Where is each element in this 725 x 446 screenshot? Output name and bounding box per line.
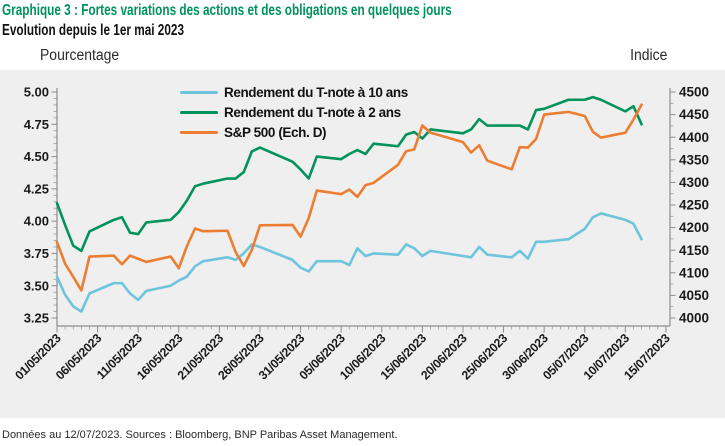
y-right-tick-label: 4200	[679, 220, 709, 235]
right-axis-caption: Indice	[629, 47, 667, 64]
y-right-tick-label: 4350	[679, 152, 709, 167]
line-t10	[55, 212, 643, 313]
legend-swatch-spx	[180, 130, 218, 135]
y-left-tick-label: 3.50	[24, 278, 49, 293]
y-right-tick-label: 4150	[679, 243, 709, 258]
y-right-tick-label: 4400	[679, 130, 709, 145]
plot-background	[0, 70, 725, 418]
y-right-tick-label: 4500	[679, 85, 709, 100]
y-right-tick-label: 4100	[679, 265, 709, 280]
y-left-tick-label: 3.75	[24, 246, 49, 261]
y-right-tick-label: 4300	[679, 175, 709, 190]
source-note: Données au 12/07/2023. Sources : Bloombe…	[0, 418, 725, 446]
legend-label-t2: Rendement du T-note à 2 ans	[224, 105, 401, 120]
y-right-tick-label: 4000	[679, 311, 709, 326]
legend-label-spx: S&P 500 (Ech. D)	[224, 125, 327, 140]
legend-label-t10: Rendement du T-note à 10 ans	[224, 85, 408, 100]
legend-row-spx: S&P 500 (Ech. D)	[180, 125, 408, 140]
y-left-tick-label: 5.00	[24, 85, 49, 100]
legend-swatch-t2	[180, 110, 218, 115]
legend-row-t10: Rendement du T-note à 10 ans	[180, 85, 408, 100]
y-left-tick-label: 4.50	[24, 149, 49, 164]
y-left-tick-label: 3.25	[24, 311, 49, 326]
legend-swatch-t10	[180, 90, 218, 95]
y-right-tick-label: 4450	[679, 107, 709, 122]
y-left-tick-label: 4.75	[24, 117, 49, 132]
y-right-tick-label: 4250	[679, 198, 709, 213]
y-right-tick-label: 4050	[679, 288, 709, 303]
y-left-tick-label: 4.25	[24, 181, 49, 196]
legend-row-t2: Rendement du T-note à 2 ans	[180, 105, 408, 120]
line-spx	[55, 103, 643, 292]
page-subtitle: Evolution depuis le 1er mai 2023	[2, 22, 185, 39]
page-title: Graphique 3 : Fortes variations des acti…	[2, 2, 452, 19]
legend: Rendement du T-note à 10 ans Rendement d…	[180, 85, 408, 140]
left-axis-caption: Pourcentage	[40, 47, 120, 64]
y-left-tick-label: 4.00	[24, 214, 49, 229]
line-t2	[55, 95, 643, 253]
